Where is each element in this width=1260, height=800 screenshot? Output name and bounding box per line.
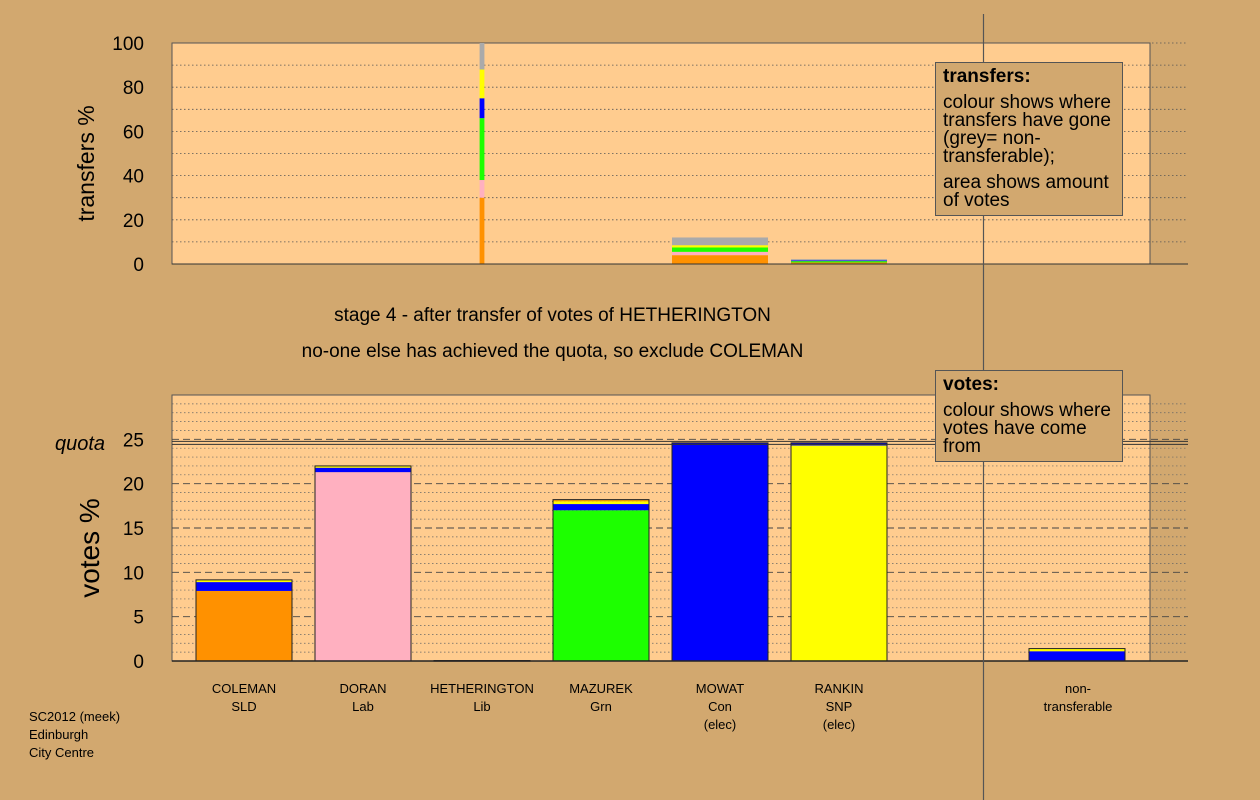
candidate-party: SNP [825, 699, 853, 714]
footer-line3: City Centre [29, 745, 95, 760]
quota-label: quota [55, 433, 105, 455]
votes-tick-label: 0 [133, 652, 144, 673]
candidate-party: transferable [1043, 699, 1113, 714]
candidate-party: SLD [231, 699, 257, 714]
candidate-status: (elec) [703, 717, 737, 732]
votes-legend-line1: colour shows where votes have come from [943, 400, 1111, 457]
transfer-segment [479, 180, 485, 198]
votes-tick-label: 5 [133, 608, 144, 629]
transfers-tick-label: 60 [123, 122, 144, 143]
transfer-segment [479, 69, 485, 99]
votes-tick-label: 20 [123, 475, 144, 496]
transfer-segment [672, 247, 768, 252]
vote-segment [553, 501, 649, 505]
vote-segment [553, 499, 649, 502]
footer-line2: Edinburgh [29, 727, 89, 742]
votes-tick-label: 15 [123, 519, 144, 540]
vote-segment [1029, 651, 1125, 661]
footer-info: SC2012 (meek) Edinburgh City Centre [29, 708, 120, 762]
transfers-tick-label: 0 [133, 255, 144, 276]
transfer-segment [791, 261, 887, 263]
vote-segment [315, 465, 411, 468]
candidate-party: Lab [352, 699, 374, 714]
transfer-segment [479, 118, 485, 181]
vote-segment [553, 510, 649, 661]
axes: 0 20 40 60 80 100 transfers % 0 5 10 15 20 25 quota vo… [55, 34, 144, 673]
transfers-legend-line1: colour shows where transfers have gone (… [943, 92, 1111, 167]
candidate-name: HETHERINGTON [430, 681, 534, 696]
candidate-name: non- [1064, 681, 1092, 696]
transfer-segment [791, 262, 887, 264]
vote-segment [672, 442, 768, 661]
transfers-tick-label: 40 [123, 167, 144, 188]
decision-caption: no-one else has achieved the quota, so e… [301, 341, 804, 362]
candidate-label-mazurek: MAZUREK Grn [536, 680, 666, 716]
transfer-segment [479, 98, 485, 119]
transfers-legend-line2: area shows amount of votes [943, 172, 1109, 211]
transfer-segment [479, 197, 485, 264]
candidate-name: MAZUREK [569, 681, 633, 696]
candidate-party: Grn [590, 699, 612, 714]
candidate-name: RANKIN [814, 681, 864, 696]
candidate-label-non-transferable: non- transferable [1013, 680, 1143, 716]
candidate-name: DORAN [339, 681, 387, 696]
candidate-status: (elec) [822, 717, 856, 732]
candidate-label-hetherington: HETHERINGTON Lib [417, 680, 547, 716]
transfer-segment [672, 237, 768, 246]
votes-axis-label: votes % [74, 498, 105, 598]
footer-line1: SC2012 (meek) [29, 709, 121, 724]
transfers-tick-label: 100 [112, 34, 144, 55]
votes-legend: votes: colour shows where votes have com… [935, 370, 1123, 462]
transfers-tick-label: 80 [123, 78, 144, 99]
candidate-label-mowat: MOWAT Con (elec) [655, 680, 785, 734]
vote-segment [196, 579, 292, 583]
transfers-legend: transfers: colour shows where transfers … [935, 62, 1123, 216]
vote-segment [553, 504, 649, 511]
transfers-axis-label: transfers % [73, 105, 99, 221]
vote-segment [315, 472, 411, 661]
candidate-label-rankin: RANKIN SNP (elec) [774, 680, 904, 734]
transfer-segment [672, 245, 768, 248]
candidate-party: Lib [473, 699, 491, 714]
vote-segment [791, 445, 887, 661]
vote-segment [196, 590, 292, 661]
transfer-segment [791, 259, 887, 261]
votes-tick-label: 10 [123, 563, 144, 584]
transfer-segment [672, 255, 768, 264]
candidate-name: COLEMAN [211, 681, 277, 696]
votes-legend-title: votes: [943, 374, 999, 395]
transfer-segment [791, 260, 887, 262]
vote-segment [196, 582, 292, 591]
stage-caption: stage 4 - after transfer of votes of HET… [334, 305, 771, 326]
transfers-tick-label: 20 [123, 211, 144, 232]
vote-segment [1029, 648, 1125, 652]
candidate-party: Con [708, 699, 732, 714]
votes-tick-label: 25 [123, 430, 144, 451]
transfers-legend-title: transfers: [943, 66, 1031, 87]
candidate-label-doran: DORAN Lab [298, 680, 428, 716]
candidate-label-coleman: COLEMAN SLD [179, 680, 309, 716]
candidate-name: MOWAT [695, 681, 745, 696]
votes-panel [171, 394, 1188, 662]
transfer-segment [672, 251, 768, 256]
vote-segment [315, 467, 411, 473]
transfer-segment [479, 43, 485, 70]
